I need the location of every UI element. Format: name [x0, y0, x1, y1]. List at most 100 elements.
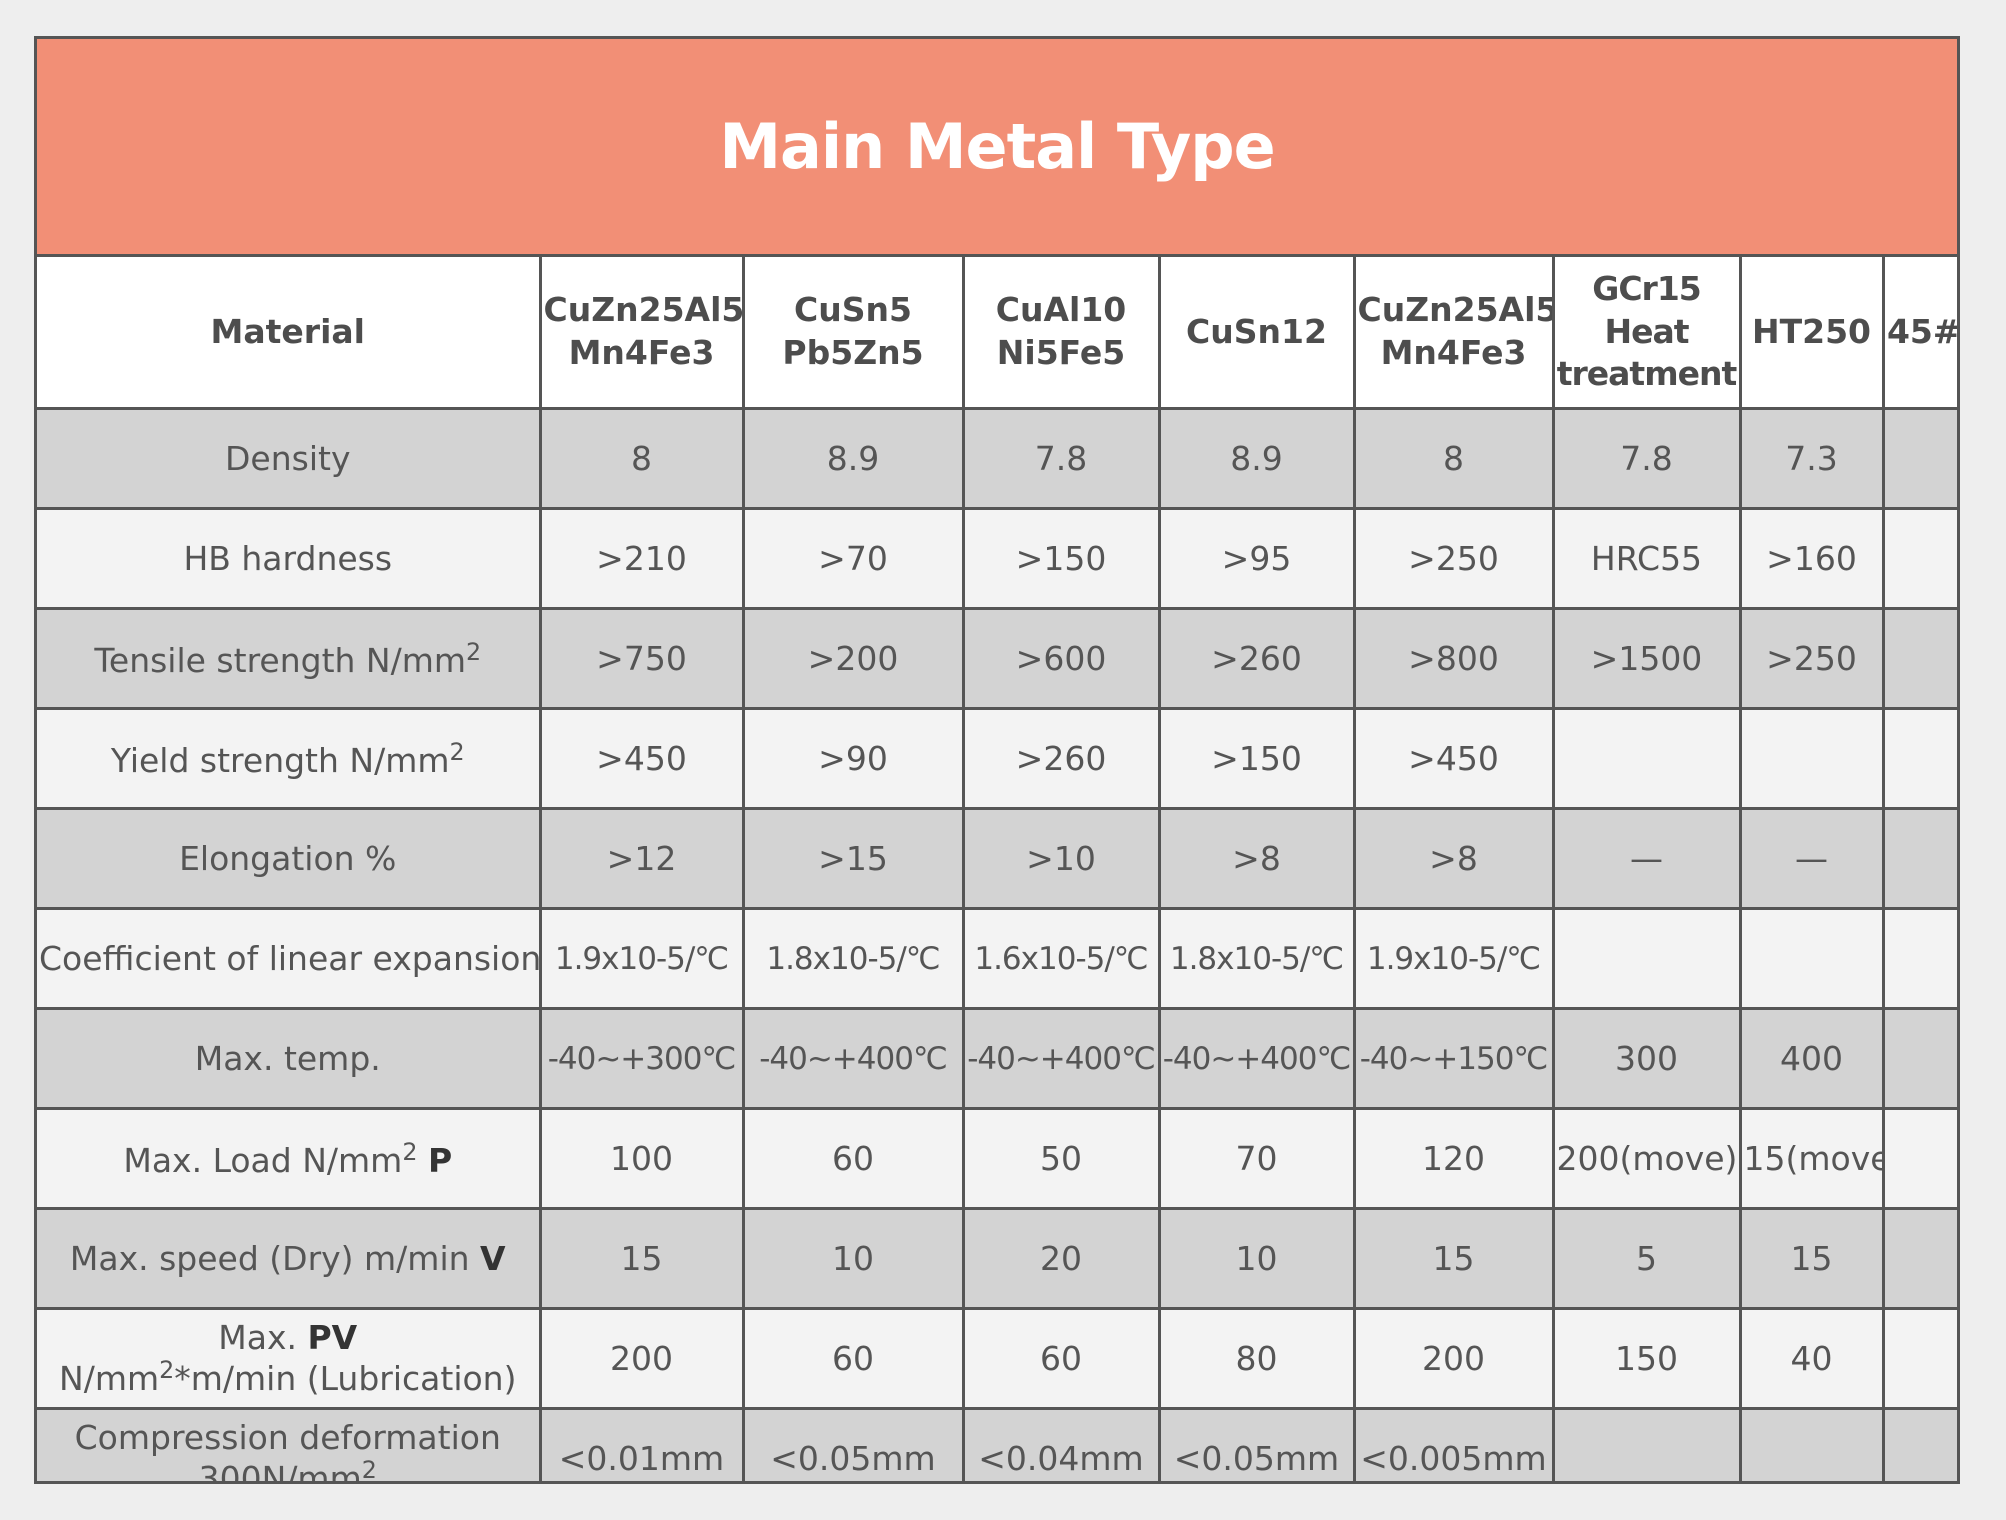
row-label-text: Yield strength N/mm2 — [110, 737, 465, 780]
row-label-symbol: P — [427, 1140, 453, 1180]
metal-type-table-card: Main Metal Type Material CuZn25Al5 Mn4Fe… — [34, 36, 1960, 1484]
table-cell: >10 — [961, 807, 1161, 910]
table-cell: >1500 — [1551, 607, 1742, 710]
row-label-line2-suffix: *m/min (Lubrication) — [174, 1359, 517, 1398]
table-cell: 60 — [741, 1307, 965, 1410]
table-cell: >160 — [1738, 507, 1885, 610]
table-row: Density 8 8.9 7.8 8.9 8 7.8 7.3 — [37, 407, 1957, 510]
table-cell: <0.01mm — [538, 1407, 745, 1481]
table-cell: 7.3 — [1738, 407, 1885, 510]
table-row: Max. Load N/mm2 P 100 60 50 70 120 200(move) 15… — [37, 1107, 1957, 1210]
header-material-column: CuAl10 Ni5Fe5 — [961, 257, 1161, 409]
table-cell — [1881, 1307, 1957, 1410]
table-row: Elongation % >12 >15 >10 >8 >8— — — [37, 807, 1957, 910]
row-label-main: Max. — [218, 1318, 297, 1358]
table-cell: >800 — [1352, 607, 1555, 710]
table-cell: >70 — [741, 507, 965, 610]
table-cell: 8.9 — [1157, 407, 1356, 510]
header-material: Material — [37, 257, 542, 409]
table-row: Max. temp. -40~+300℃ -40~+400℃ -40~+400℃ -40… — [37, 1007, 1957, 1110]
table-cell: 7.8 — [1551, 407, 1742, 510]
table-cell — [1551, 907, 1742, 1010]
row-label: Coefficient of linear expansion — [37, 907, 542, 1010]
table-cell: <0.005mm — [1352, 1407, 1555, 1481]
row-label: Max. PV N/mm2*m/min (Lubrication) — [37, 1307, 542, 1410]
table-cell: -40~+400℃ — [961, 1007, 1161, 1110]
row-label-main: Max. speed (Dry) m/min — [69, 1239, 470, 1278]
table-cell: 8.9 — [741, 407, 965, 510]
table-cell: >210 — [538, 507, 745, 610]
table-cell: 60 — [961, 1307, 1161, 1410]
row-label-superscript: 2 — [402, 1137, 418, 1166]
table-cell: 1.8x10-5/℃ — [741, 907, 965, 1010]
row-label-main: Max. temp. — [194, 1039, 381, 1078]
row-label-text: Density — [225, 439, 350, 478]
table-cell: 150 — [1551, 1307, 1742, 1410]
table-cell: 300 — [1551, 1007, 1742, 1110]
metal-type-table: Material CuZn25Al5 Mn4Fe3 CuSn5 Pb5Zn5 C… — [37, 257, 1957, 1484]
row-label-text: Coefficient of linear expansion — [39, 939, 537, 978]
table-row: Coefficient of linear expansion 1.9x10-5/… — [37, 907, 1957, 1010]
table-cell — [1881, 607, 1957, 710]
row-label-line2-text: N/mm — [59, 1359, 160, 1398]
table-cell: >12 — [538, 807, 745, 910]
table-cell: 8 — [1352, 407, 1555, 510]
row-label: Density — [37, 407, 542, 510]
table-cell — [1738, 907, 1885, 1010]
table-cell — [1738, 1407, 1885, 1481]
table-cell: 15 — [1738, 1207, 1885, 1310]
table-cell: 100 — [538, 1107, 745, 1210]
table-cell: 50 — [961, 1107, 1161, 1210]
row-label: HB hardness — [37, 507, 542, 610]
row-label-text: Max. speed (Dry) m/min V — [70, 1239, 506, 1278]
row-label-main: Compression deformation — [74, 1418, 501, 1458]
table-cell: 200 — [538, 1307, 745, 1410]
table-cell: HRC55 — [1551, 507, 1742, 610]
row-label-line2-text: 300N/mm — [198, 1459, 362, 1484]
table-cell: >150 — [1157, 707, 1356, 810]
row-label-text: Max. temp. — [195, 1039, 381, 1078]
table-cell: 15 — [1352, 1207, 1555, 1310]
row-label-line2: N/mm2*m/min (Lubrication) — [39, 1356, 537, 1398]
header-material-column: HT250 — [1738, 257, 1885, 409]
row-label: Yield strength N/mm2 — [37, 707, 542, 810]
table-cell — [1881, 1407, 1957, 1481]
header-material-column: CuZn25Al5 Mn4Fe3 — [538, 257, 745, 409]
title-bar: Main Metal Type — [37, 39, 1957, 257]
table-cell: >450 — [1352, 707, 1555, 810]
table-cell: 1.8x10-5/℃ — [1157, 907, 1356, 1010]
table-row: Yield strength N/mm2 >450 >90 >260 >150 >450 — [37, 707, 1957, 810]
table-cell: >150 — [961, 507, 1161, 610]
table-cell: 20 — [961, 1207, 1161, 1310]
table-cell: >250 — [1738, 607, 1885, 710]
table-cell: <0.05mm — [1157, 1407, 1356, 1481]
table-cell: 8 — [538, 407, 745, 510]
row-label-text: Tensile strength N/mm2 — [94, 638, 481, 680]
table-cell: 400 — [1738, 1007, 1885, 1110]
row-label: Elongation % — [37, 807, 542, 910]
header-row: Material CuZn25Al5 Mn4Fe3 CuSn5 Pb5Zn5 C… — [37, 257, 1957, 409]
table-cell: 10 — [741, 1207, 965, 1310]
table-cell: 80 — [1157, 1307, 1356, 1410]
table-cell: 7.8 — [961, 407, 1161, 510]
table-cell: 200 — [1352, 1307, 1555, 1410]
table-cell: 1.6x10-5/℃ — [961, 907, 1161, 1010]
row-label: Compression deformation 300N/mm2 — [37, 1407, 542, 1484]
table-cell: -40~+150℃ — [1352, 1007, 1555, 1110]
table-cell — [1881, 1007, 1957, 1110]
table-cell: — — [1738, 807, 1885, 910]
row-label-superscript: 2 — [449, 737, 465, 766]
row-label-text: Max. PV — [39, 1319, 537, 1357]
table-cell: -40~+300℃ — [538, 1007, 745, 1110]
table-row: Max. PV N/mm2*m/min (Lubrication) 200 60 60 8… — [37, 1307, 1957, 1410]
table-cell: 15 — [538, 1207, 745, 1310]
row-label: Max. temp. — [37, 1007, 542, 1110]
header-material-column: GCr15 Heat treatment — [1551, 257, 1742, 409]
row-label-main: Yield strength N/mm — [110, 740, 450, 780]
row-label-line2-superscript: 2 — [361, 1456, 377, 1484]
table-title: Main Metal Type — [719, 110, 1275, 183]
row-label: Max. speed (Dry) m/min V — [37, 1207, 542, 1310]
table-cell: >8 — [1157, 807, 1356, 910]
table-cell: >90 — [741, 707, 965, 810]
row-label-line2-superscript: 2 — [159, 1356, 175, 1384]
